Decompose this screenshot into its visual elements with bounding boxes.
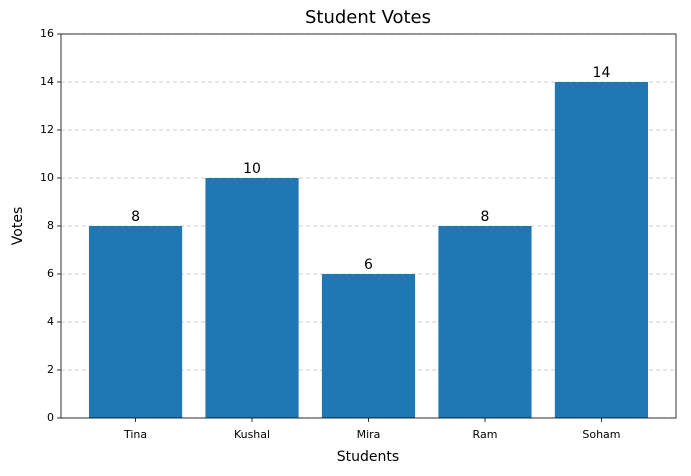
x-tick-label: Tina: [123, 428, 147, 441]
y-tick-label: 8: [47, 219, 54, 232]
y-tick-label: 10: [40, 171, 54, 184]
x-axis-label: Students: [337, 449, 399, 465]
y-tick-label: 16: [40, 27, 54, 40]
data-label: 14: [593, 65, 611, 81]
chart-title: Student Votes: [305, 7, 431, 28]
data-label: 8: [131, 209, 140, 225]
bar: [554, 82, 649, 418]
data-label: 10: [243, 161, 261, 177]
x-tick-label: Mira: [357, 428, 381, 441]
plot-frame: [60, 33, 677, 419]
x-tick-label: Kushal: [234, 428, 270, 441]
data-label: 8: [481, 209, 490, 225]
bar: [321, 274, 416, 418]
bar: [205, 178, 299, 418]
y-tick-label: 12: [40, 123, 54, 136]
y-axis-label: Votes: [10, 207, 26, 245]
bar: [438, 226, 532, 418]
y-tick-label: 14: [40, 75, 54, 88]
y-tick-label: 6: [47, 267, 54, 280]
y-tick-label: 2: [47, 363, 54, 376]
x-tick-label: Soham: [582, 428, 620, 441]
y-tick-label: 0: [47, 411, 54, 424]
data-label: 6: [364, 257, 373, 273]
x-tick-label: Ram: [473, 428, 498, 441]
y-tick-label: 4: [47, 315, 54, 328]
bar: [88, 226, 183, 418]
